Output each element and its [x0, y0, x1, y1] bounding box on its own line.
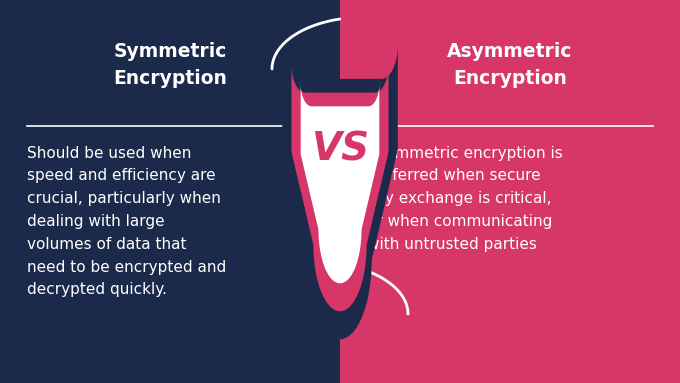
Text: Asymmetric
Encryption: Asymmetric Encryption [447, 43, 573, 88]
Bar [0, 0, 340, 383]
Text: Should be used when
speed and efficiency are
crucial, particularly when
dealing : Should be used when speed and efficiency… [27, 146, 226, 297]
Text: Asymmetric encryption is
preferred when secure
key exchange is critical,
or when: Asymmetric encryption is preferred when … [367, 146, 563, 252]
Polygon shape [301, 83, 379, 283]
Bar [340, 0, 680, 383]
Text: VS: VS [311, 130, 369, 169]
Polygon shape [282, 45, 398, 339]
Polygon shape [292, 64, 388, 311]
Text: Symmetric
Encryption: Symmetric Encryption [113, 43, 227, 88]
